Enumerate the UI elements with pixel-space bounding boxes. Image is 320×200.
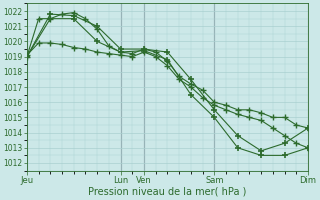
- X-axis label: Pression niveau de la mer( hPa ): Pression niveau de la mer( hPa ): [88, 187, 247, 197]
